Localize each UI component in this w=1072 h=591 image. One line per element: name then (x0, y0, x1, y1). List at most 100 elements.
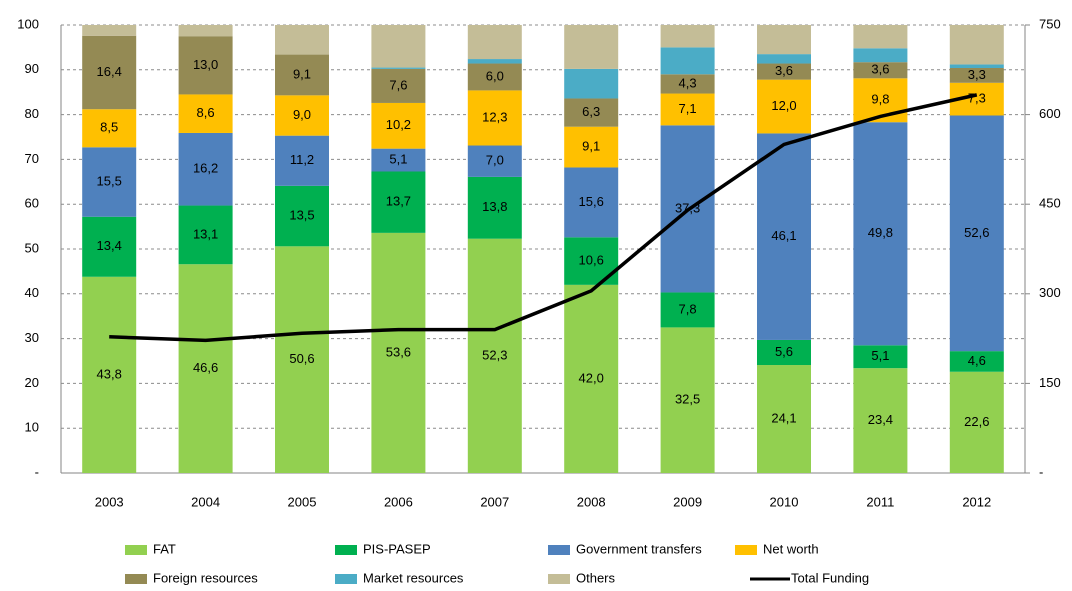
data-label: 53,6 (386, 344, 411, 359)
bar-segment (757, 25, 811, 55)
bar-segment (757, 133, 811, 340)
y-tick-label: 50 (25, 240, 39, 255)
bar-segment (660, 25, 715, 48)
data-label: 43,8 (97, 366, 122, 381)
bar-segment (467, 63, 522, 91)
bar-segment (853, 48, 908, 63)
data-label: 22,6 (964, 414, 989, 429)
data-label: 6,3 (582, 104, 600, 119)
bar-segment (82, 147, 137, 217)
data-label: 46,1 (771, 228, 796, 243)
data-label: 13,7 (386, 194, 411, 209)
bar-segment (564, 284, 619, 473)
data-label: 50,6 (289, 351, 314, 366)
bar-segment (660, 47, 715, 75)
bar-segment (275, 135, 329, 186)
x-tick-label: 2007 (480, 494, 509, 509)
legend-swatch (125, 574, 147, 584)
bar-segment (853, 62, 908, 79)
data-label: 5,1 (389, 152, 407, 167)
data-label: 9,0 (293, 107, 311, 122)
data-label: 9,1 (293, 66, 311, 81)
data-label: 12,0 (771, 98, 796, 113)
y-tick-label: 70 (25, 151, 39, 166)
bar-segment (564, 167, 619, 238)
legend-label: Total Funding (791, 570, 869, 585)
legend-swatch (125, 545, 147, 555)
data-label: 7,6 (389, 77, 407, 92)
data-label: 13,1 (193, 226, 218, 241)
data-label: 15,5 (97, 173, 122, 188)
y-tick-label: 10 (25, 420, 39, 435)
y2-tick-label: 600 (1039, 106, 1061, 121)
bar-segment (371, 148, 426, 172)
bar-segment (178, 94, 233, 133)
bar-segment (564, 25, 619, 69)
y-tick-label: 40 (25, 285, 39, 300)
bar-segment (949, 351, 1004, 372)
bar-segment (82, 216, 137, 277)
data-label: 16,4 (97, 64, 122, 79)
y-tick-label: 100 (17, 16, 39, 31)
x-tick-label: 2004 (191, 494, 220, 509)
y-tick-label: 80 (25, 106, 39, 121)
bar-segment (82, 25, 137, 36)
bar-segment (660, 327, 715, 473)
legend-label: FAT (153, 541, 176, 556)
bar-segment (660, 93, 715, 126)
data-label: 5,6 (775, 344, 793, 359)
bar-segment (371, 171, 426, 233)
bar-segment (757, 63, 811, 80)
bar-segment (564, 68, 619, 99)
data-label: 52,3 (482, 347, 507, 362)
bar-segment (371, 25, 426, 68)
bar-segment (757, 54, 811, 64)
bar-segment (949, 371, 1004, 473)
bar-segment (82, 35, 137, 110)
bar-segment (275, 25, 329, 55)
data-label: 10,2 (386, 117, 411, 132)
data-label: 13,0 (193, 57, 218, 72)
bar-segment (178, 264, 233, 473)
bar-segment (949, 68, 1004, 83)
data-label: 4,3 (679, 75, 697, 90)
bar-segment (467, 59, 522, 64)
data-label: 32,5 (675, 392, 700, 407)
legend-swatch (335, 574, 357, 584)
data-label: 3,3 (968, 67, 986, 82)
line-series (109, 93, 978, 343)
x-tick-label: 2006 (384, 494, 413, 509)
data-label: 23,4 (868, 412, 893, 427)
data-label: 5,1 (871, 348, 889, 363)
bar-segment (178, 36, 233, 95)
bar-segment (467, 25, 522, 60)
legend-swatch (335, 545, 357, 555)
bar-segment (853, 122, 908, 346)
data-label: 16,2 (193, 161, 218, 176)
data-label: 49,8 (868, 225, 893, 240)
bar-segment (178, 132, 233, 206)
x-tick-label: 2005 (288, 494, 317, 509)
bar-segment (660, 292, 715, 328)
data-label: 9,8 (871, 92, 889, 107)
x-tick-label: 2010 (770, 494, 799, 509)
bar-segment (757, 79, 811, 134)
data-label: 8,6 (197, 105, 215, 120)
data-label: 10,6 (579, 253, 604, 268)
data-label: 3,6 (775, 63, 793, 78)
bar-segment (275, 246, 329, 473)
bar-segment (371, 68, 426, 103)
bar-segment (178, 205, 233, 265)
data-label: 15,6 (579, 194, 604, 209)
y2-tick-label: 150 (1039, 375, 1061, 390)
legend-swatch (548, 545, 570, 555)
bar-segment (467, 238, 522, 473)
legend-label: Market resources (363, 570, 464, 585)
bar-segment (564, 98, 619, 127)
data-label: 6,0 (486, 68, 504, 83)
x-tick-label: 2008 (577, 494, 606, 509)
y2-tick-label: 450 (1039, 196, 1061, 211)
bar-segment (853, 368, 908, 473)
y-tick-label: - (35, 464, 39, 479)
